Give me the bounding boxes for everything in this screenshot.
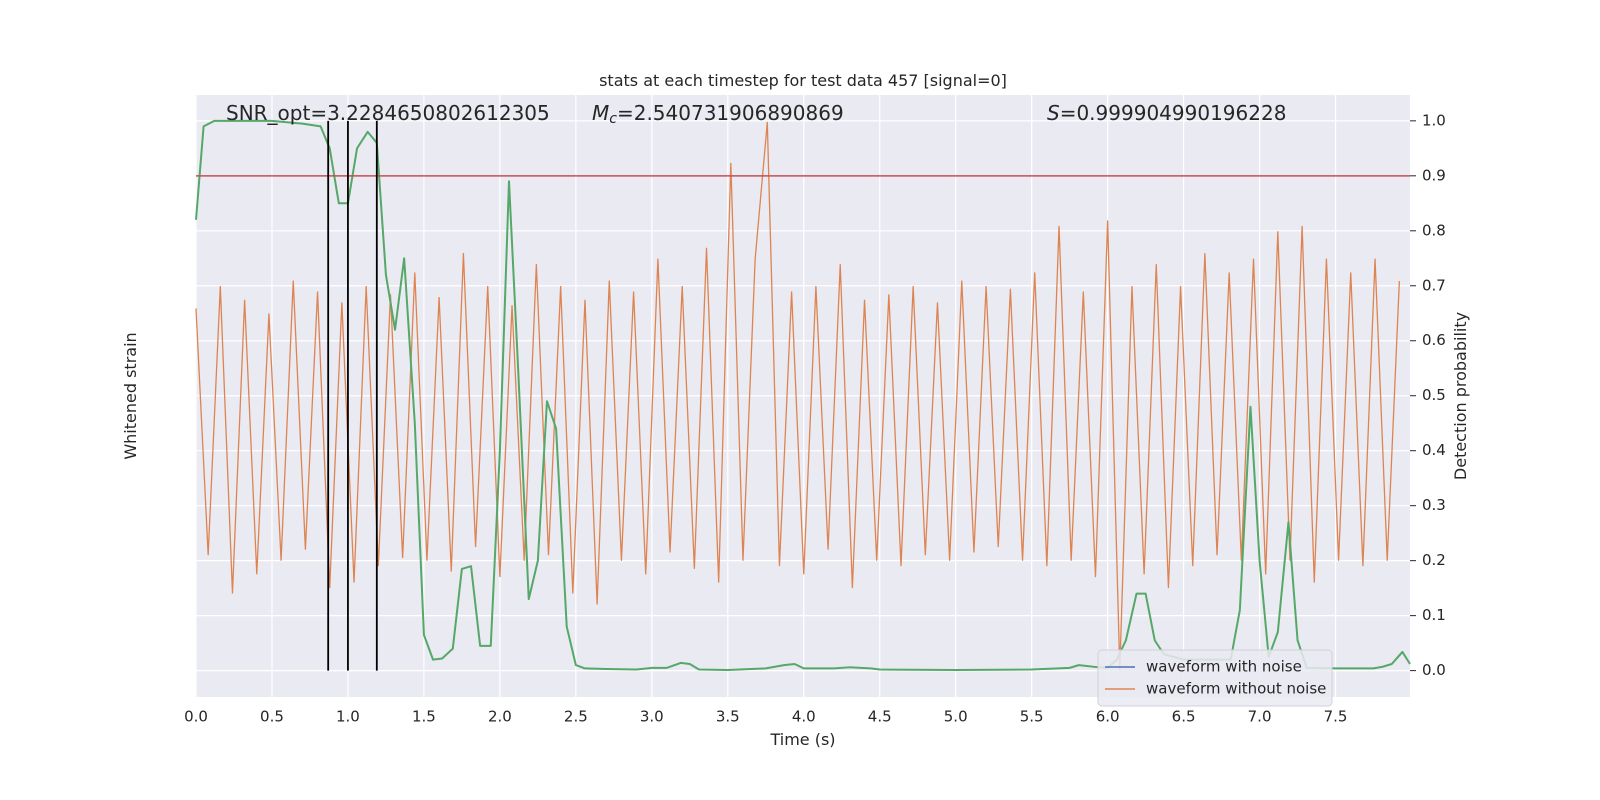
y2-axis-label: Detection probability [1451, 312, 1470, 480]
labels: stats at each timestep for test data 457… [121, 71, 1470, 749]
legend: waveform with noise waveform without nois… [1097, 649, 1333, 707]
annotation: Mc=2.540731906890869 [592, 101, 844, 128]
x-tick-label: 3.5 [716, 708, 740, 726]
x-tick-label: 0.0 [184, 708, 208, 726]
x-tick-label: 0.5 [260, 708, 284, 726]
y2-tick-label: 0.6 [1422, 331, 1446, 349]
series-line [195, 121, 1401, 671]
y2-tick-label: 0.2 [1422, 551, 1446, 569]
annotation: SNR_opt=3.2284650802612305 [226, 101, 550, 125]
y2-tick-label: 0.5 [1422, 386, 1446, 404]
x-tick-label: 1.0 [336, 708, 360, 726]
x-tick-label: 7.0 [1248, 708, 1272, 726]
y2-tick-label: 0.1 [1422, 606, 1446, 624]
marks [195, 119, 1411, 672]
y2-tick-label: 0.4 [1422, 441, 1446, 459]
y-axis-label: Whitened strain [121, 332, 140, 459]
x-tick-label: 3.0 [640, 708, 664, 726]
y2-tick-label: 0.3 [1422, 496, 1446, 514]
annotation-symbol: M [592, 101, 609, 125]
x-tick-label: 2.0 [488, 708, 512, 726]
legend-box [1097, 649, 1333, 707]
x-tick-label: 6.5 [1172, 708, 1196, 726]
y2-tick-label: 0.8 [1422, 221, 1446, 239]
y2-tick-label: 1.0 [1422, 111, 1446, 129]
x-axis-label: Time (s) [769, 730, 835, 749]
y2-tick-label: 0.9 [1422, 166, 1446, 184]
overlay: SNR_opt=3.2284650802612305 Mc=2.540731906… [226, 101, 1333, 707]
annotation-text: SNR_opt=3.2284650802612305 [226, 101, 550, 125]
annotation-subscript: c [609, 111, 617, 127]
legend-label: waveform with noise [1146, 658, 1302, 676]
annotation-text: =2.540731906890869 [617, 101, 844, 125]
annotation-text: =0.999904990196228 [1060, 101, 1287, 125]
y2-tick-label: 0.0 [1422, 661, 1446, 679]
annotation: S=0.999904990196228 [1047, 101, 1286, 125]
x-tick-label: 5.5 [1020, 708, 1044, 726]
x-tick-label: 6.0 [1096, 708, 1120, 726]
legend-label: waveform without noise [1146, 680, 1326, 698]
x-tick-label: 7.5 [1324, 708, 1348, 726]
x-tick-label: 4.0 [792, 708, 816, 726]
chart-title: stats at each timestep for test data 457… [599, 71, 1007, 90]
y2-tick-label: 0.7 [1422, 276, 1446, 294]
annotation-symbol: S [1047, 101, 1060, 125]
x-tick-label: 2.5 [564, 708, 588, 726]
x-tick-label: 4.5 [868, 708, 892, 726]
x-tick-label: 1.5 [412, 708, 436, 726]
x-tick-label: 5.0 [944, 708, 968, 726]
series-line [195, 119, 1411, 672]
